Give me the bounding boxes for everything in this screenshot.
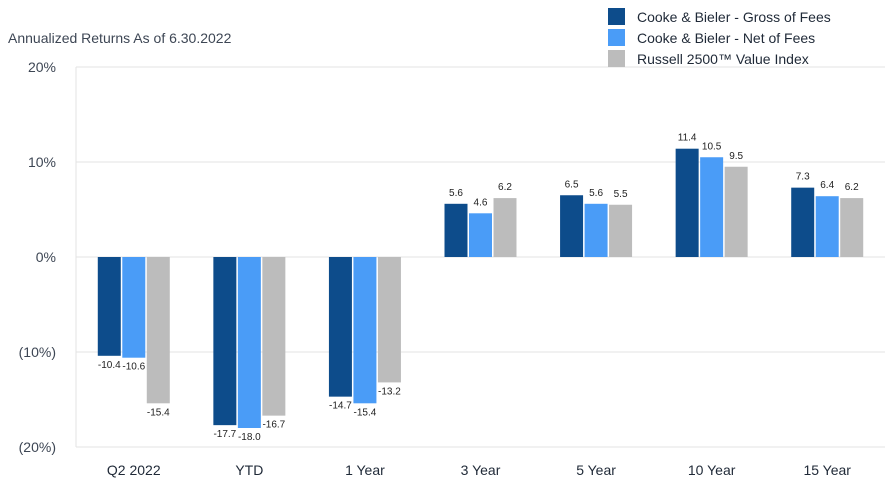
x-tick-label: 1 Year	[345, 462, 385, 478]
data-label: -10.4	[98, 360, 121, 371]
data-label: 10.5	[702, 141, 722, 152]
x-tick-label: 10 Year	[688, 462, 736, 478]
y-tick-label: 10%	[28, 154, 56, 170]
bar	[377, 257, 401, 383]
bar	[469, 213, 492, 257]
data-label: 9.5	[729, 151, 743, 162]
data-label: -17.7	[213, 429, 236, 440]
bar	[353, 257, 377, 404]
bar	[122, 257, 146, 358]
bar	[328, 257, 352, 397]
bar	[97, 257, 121, 356]
legend: Cooke & Bieler - Gross of Fees Cooke & Bi…	[608, 8, 831, 67]
bar	[675, 148, 699, 257]
y-tick-label: 0%	[36, 249, 56, 265]
legend-label: Cooke & Bieler - Net of Fees	[637, 30, 815, 46]
bar	[146, 257, 170, 404]
legend-swatch	[608, 8, 625, 25]
x-tick-label: Q2 2022	[107, 462, 161, 478]
data-label: 4.6	[474, 197, 488, 208]
bar	[444, 203, 468, 257]
legend-label: Russell 2500™ Value Index	[637, 51, 809, 67]
data-label: -18.0	[238, 432, 261, 443]
bar	[840, 198, 864, 257]
data-label: 5.6	[449, 188, 463, 199]
data-labels: -10.4 -10.6-15.4-17.7 -18.0-16.7-14.7-15.4…	[98, 133, 859, 443]
x-tick-label: 5 Year	[576, 462, 616, 478]
bar	[700, 157, 724, 257]
bar	[262, 257, 286, 416]
legend-swatch	[608, 29, 625, 46]
bars	[97, 148, 864, 428]
bar	[213, 257, 237, 426]
bar	[493, 198, 517, 257]
data-label: -15.4	[354, 407, 377, 418]
bar	[609, 204, 633, 257]
data-label: -14.7	[329, 401, 352, 412]
y-tick-label: 20%	[28, 59, 56, 75]
x-tick-label: YTD	[235, 462, 263, 478]
y-tick-label: (20%)	[19, 439, 56, 455]
legend-label: Cooke & Bieler - Gross of Fees	[637, 9, 831, 25]
data-label: -15.4	[147, 407, 170, 418]
data-label: 6.2	[845, 182, 859, 193]
data-label: -10.6	[122, 362, 145, 373]
bar	[815, 196, 839, 257]
data-label: -13.2	[378, 386, 401, 397]
x-axis: Q2 2022 YTD 1 Year 3 Year 5 Year 10 Year 15 Ye…	[107, 462, 851, 478]
data-label: 6.4	[820, 180, 834, 191]
x-tick-label: 3 Year	[461, 462, 501, 478]
bar	[237, 257, 261, 428]
data-label: -16.7	[262, 420, 285, 431]
bar	[724, 166, 748, 257]
bar	[584, 203, 608, 257]
x-tick-label: 15 Year	[803, 462, 851, 478]
legend-swatch	[608, 50, 625, 67]
data-label: 7.3	[796, 172, 810, 183]
bar	[791, 187, 815, 257]
chart-subtitle: Annualized Returns As of 6.30.2022	[8, 30, 232, 46]
y-tick-label: (10%)	[19, 344, 56, 360]
data-label: 11.4	[678, 133, 697, 144]
data-label: 5.6	[589, 188, 603, 199]
data-label: 5.5	[614, 189, 628, 200]
data-label: 6.5	[565, 179, 579, 190]
y-axis: 20% 10% 0% (10%) (20%)	[19, 59, 56, 455]
data-label: 6.2	[498, 182, 512, 193]
bar	[560, 195, 584, 257]
